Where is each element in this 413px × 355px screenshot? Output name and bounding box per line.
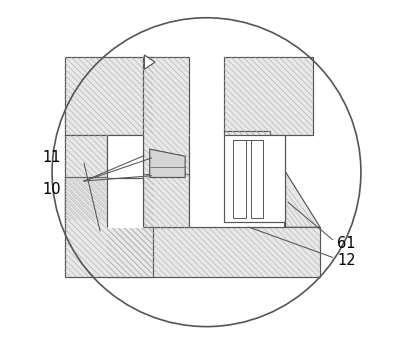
Bar [64, 135, 107, 220]
Bar [64, 57, 153, 135]
Polygon shape [150, 149, 185, 178]
Bar [189, 135, 285, 227]
Text: 10: 10 [43, 182, 62, 197]
Bar [107, 227, 320, 277]
Bar [251, 140, 263, 218]
Bar [107, 135, 142, 178]
Bar [64, 178, 153, 277]
Polygon shape [145, 55, 155, 69]
Bar [107, 178, 142, 227]
Text: 61: 61 [337, 236, 356, 251]
Polygon shape [285, 170, 320, 227]
Bar [224, 135, 285, 222]
Text: 11: 11 [43, 151, 61, 165]
Bar [233, 140, 246, 218]
Bar [224, 57, 313, 135]
Bar [142, 57, 189, 178]
Text: 12: 12 [337, 253, 356, 268]
Bar [142, 174, 189, 227]
Bar [224, 131, 271, 178]
